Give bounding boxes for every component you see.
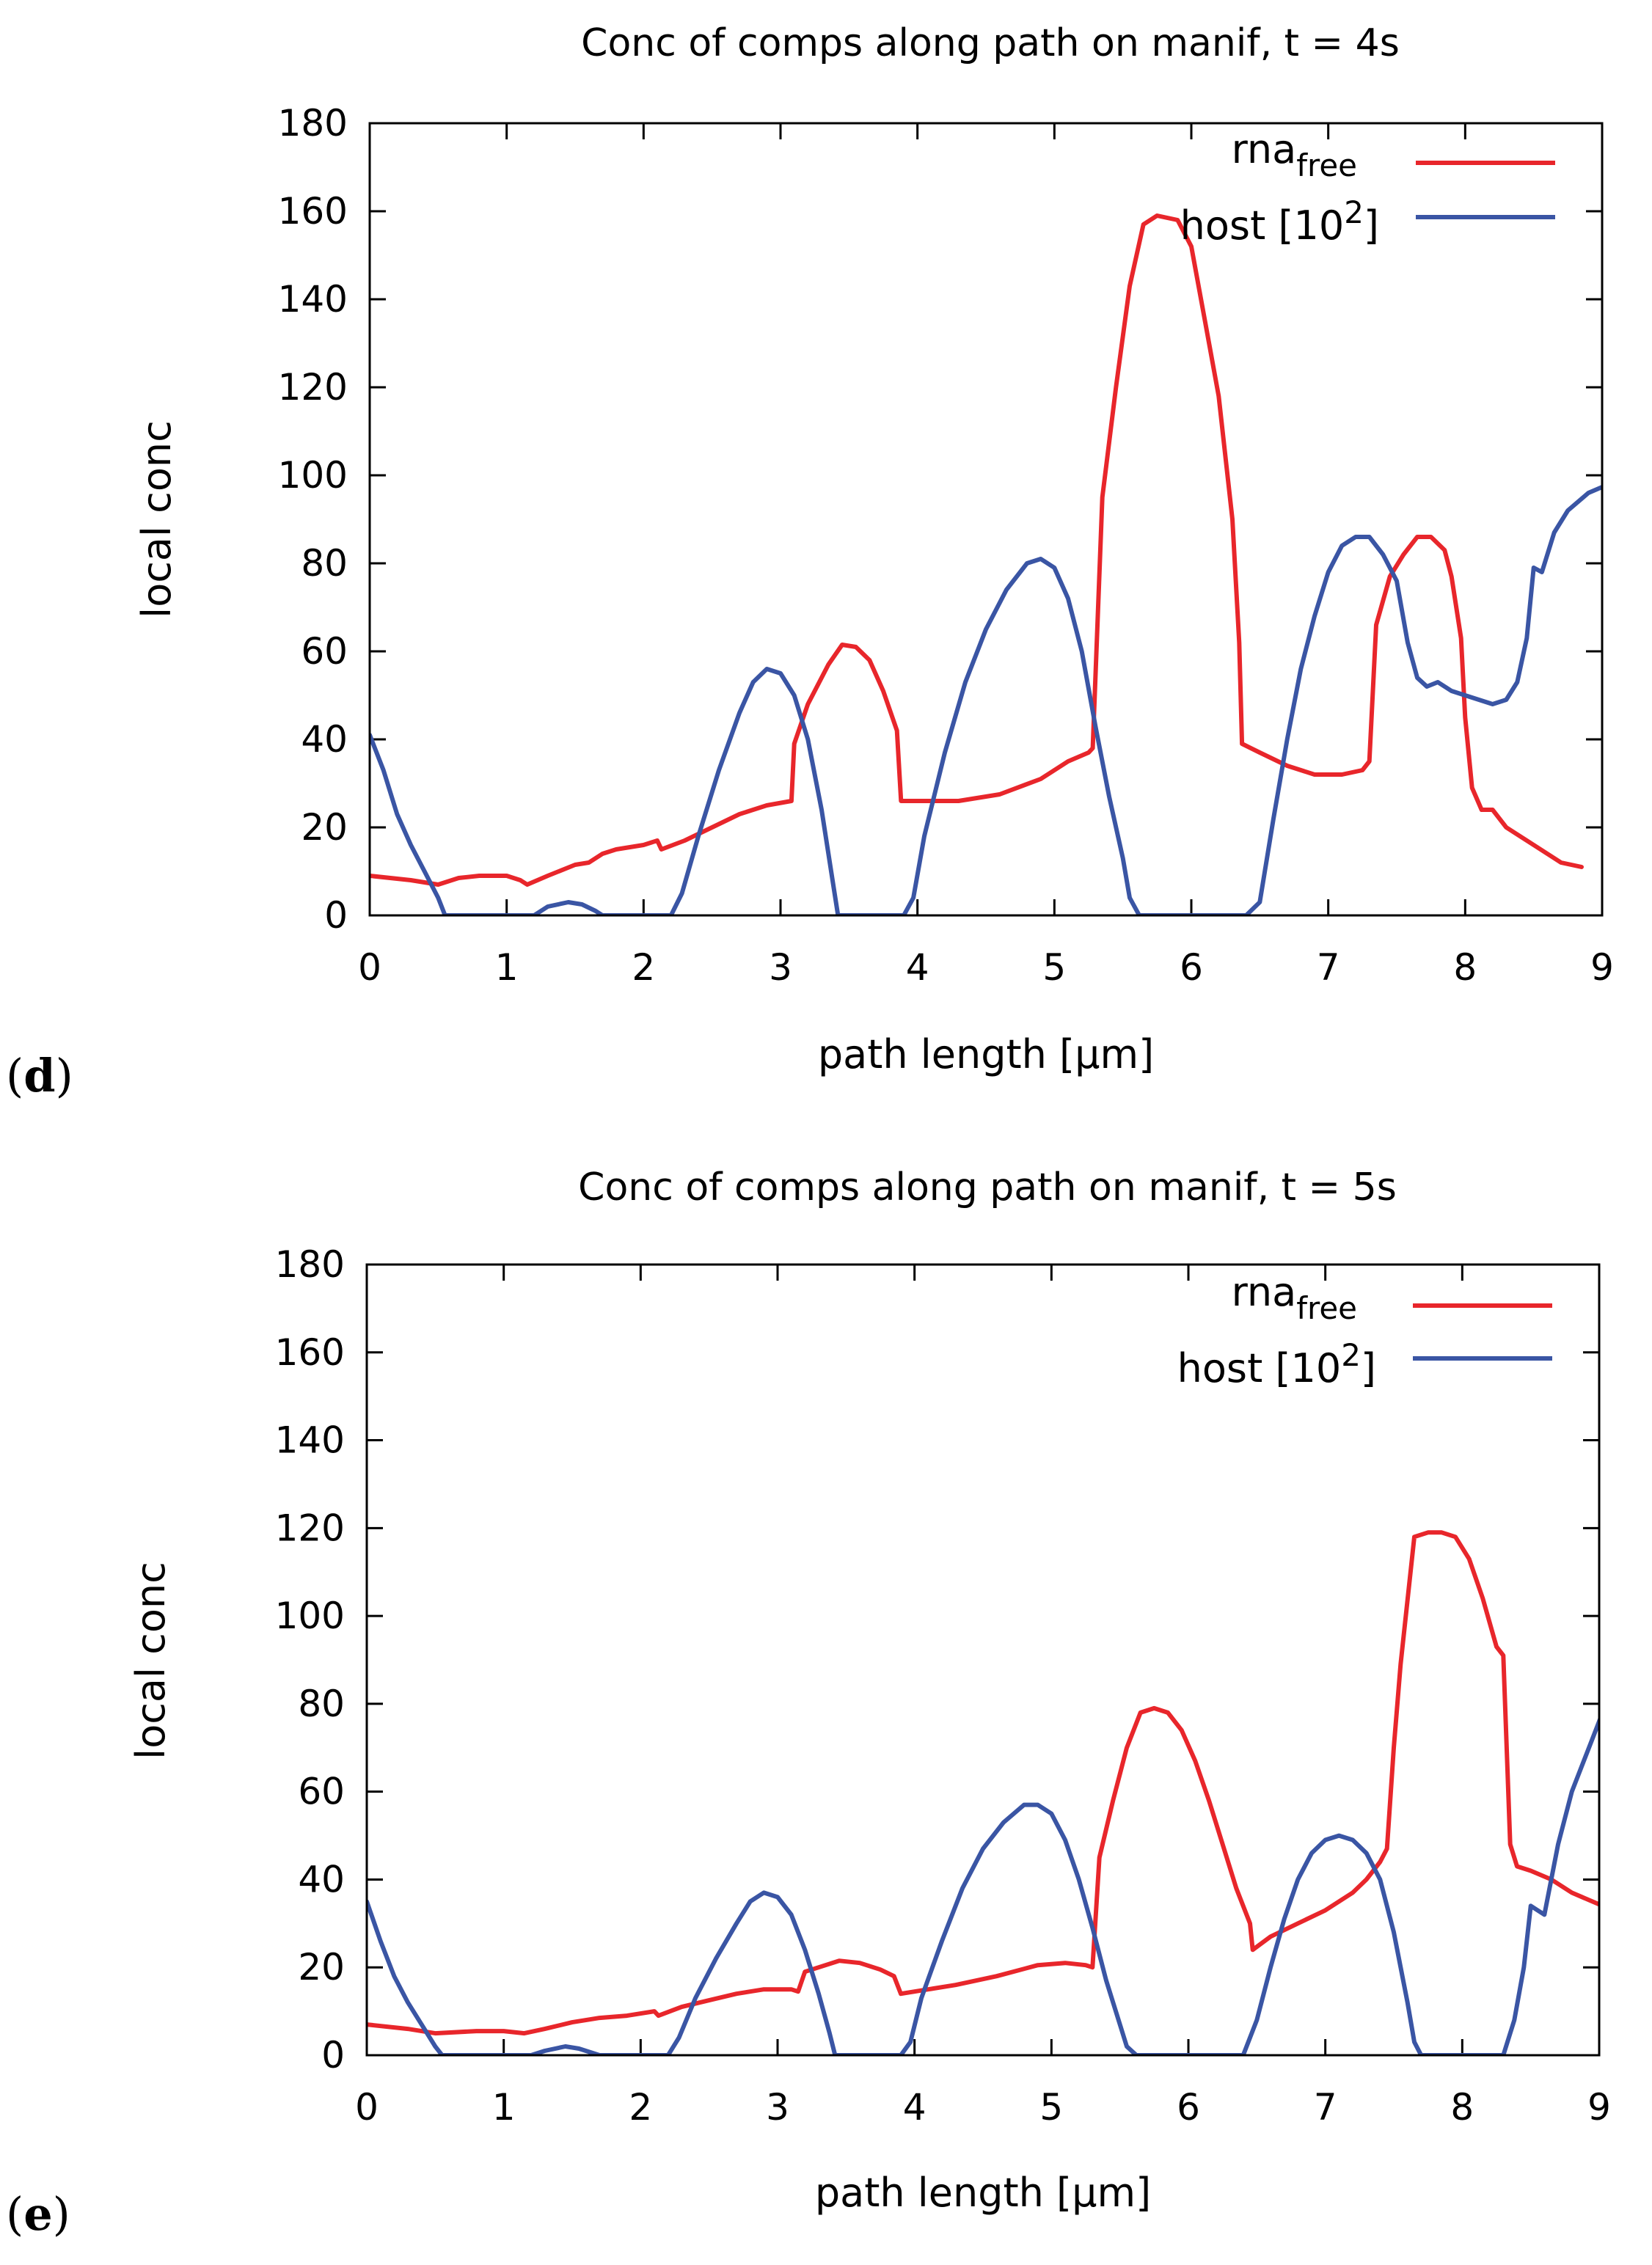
y-axis-ticks: 0 20 40 60 80 100 120 140 160 180 [278, 102, 1602, 937]
x-tick-label: 5 [1042, 946, 1066, 989]
chart-panel-e: Conc of comps along path on manif, t = 5… [6, 1166, 1611, 2241]
legend-label-rna-free: rnafree [1232, 1269, 1357, 1326]
y-tick-label: 40 [298, 1858, 345, 1900]
x-tick-label: 0 [358, 946, 381, 989]
series-line-host [370, 484, 1602, 915]
x-tick-label: 8 [1453, 946, 1477, 989]
x-tick-label: 4 [903, 2086, 926, 2129]
y-tick-label: 160 [275, 1331, 345, 1374]
x-tick-label: 7 [1314, 2086, 1337, 2129]
y-tick-label: 120 [278, 366, 348, 409]
x-tick-label: 0 [355, 2086, 379, 2129]
x-axis-label: path length [μm] [815, 2170, 1151, 2216]
x-tick-label: 6 [1180, 946, 1203, 989]
x-tick-label: 9 [1590, 946, 1614, 989]
y-tick-label: 160 [278, 190, 348, 233]
plot-frame [368, 122, 1604, 917]
x-tick-label: 1 [492, 2086, 516, 2129]
plot-area [370, 213, 1602, 915]
legend-label-rna-free: rnafree [1232, 126, 1357, 183]
y-tick-label: 60 [301, 630, 348, 673]
y-tick-label: 0 [324, 894, 348, 937]
x-tick-label: 2 [629, 2086, 652, 2129]
x-tick-label: 9 [1587, 2086, 1611, 2129]
x-tick-label: 2 [632, 946, 655, 989]
y-tick-label: 60 [298, 1771, 345, 1813]
y-tick-label: 0 [321, 2034, 345, 2076]
chart-title: Conc of comps along path on manif, t = 4… [581, 21, 1400, 65]
chart-panel-d: Conc of comps along path on manif, t = 4… [6, 21, 1614, 1102]
y-tick-label: 20 [298, 1946, 345, 1988]
x-tick-label: 6 [1177, 2086, 1200, 2129]
legend-label-host: host [102] [1180, 194, 1379, 249]
y-tick-label: 140 [275, 1419, 345, 1462]
x-tick-label: 5 [1039, 2086, 1063, 2129]
y-axis-label: local conc [128, 1562, 174, 1760]
y-tick-label: 180 [278, 102, 348, 144]
y-tick-label: 80 [301, 542, 348, 585]
y-tick-label: 20 [301, 806, 348, 849]
panel-label-e: (e) [6, 2187, 70, 2241]
series-line-rna-free [370, 213, 1584, 887]
legend: rnafree host [102] [1177, 1269, 1552, 1391]
x-tick-label: 3 [766, 2086, 789, 2129]
x-tick-label: 4 [906, 946, 929, 989]
x-tick-label: 3 [769, 946, 792, 989]
panel-label-d: (d) [6, 1049, 73, 1102]
x-tick-label: 1 [495, 946, 519, 989]
y-tick-label: 100 [278, 454, 348, 497]
series-line-rna-free [367, 1530, 1599, 2036]
x-tick-label: 7 [1317, 946, 1340, 989]
y-tick-label: 120 [275, 1507, 345, 1549]
chart-title: Conc of comps along path on manif, t = 5… [578, 1166, 1397, 1210]
x-axis-ticks: 0 1 2 3 4 5 6 7 8 9 [355, 1265, 1611, 2129]
y-tick-label: 100 [275, 1595, 345, 1637]
plot-frame [365, 1263, 1601, 2057]
y-tick-label: 180 [275, 1243, 345, 1286]
x-tick-label: 8 [1450, 2086, 1474, 2129]
legend-label-host: host [102] [1177, 1337, 1376, 1391]
y-tick-label: 80 [298, 1683, 345, 1725]
y-tick-label: 40 [301, 718, 348, 761]
x-axis-label: path length [μm] [818, 1031, 1154, 1077]
y-tick-label: 140 [278, 278, 348, 321]
legend: rnafree host [102] [1180, 126, 1555, 249]
y-axis-label: local conc [134, 420, 180, 618]
x-axis-ticks: 0 1 2 3 4 5 6 7 8 9 [358, 123, 1614, 989]
